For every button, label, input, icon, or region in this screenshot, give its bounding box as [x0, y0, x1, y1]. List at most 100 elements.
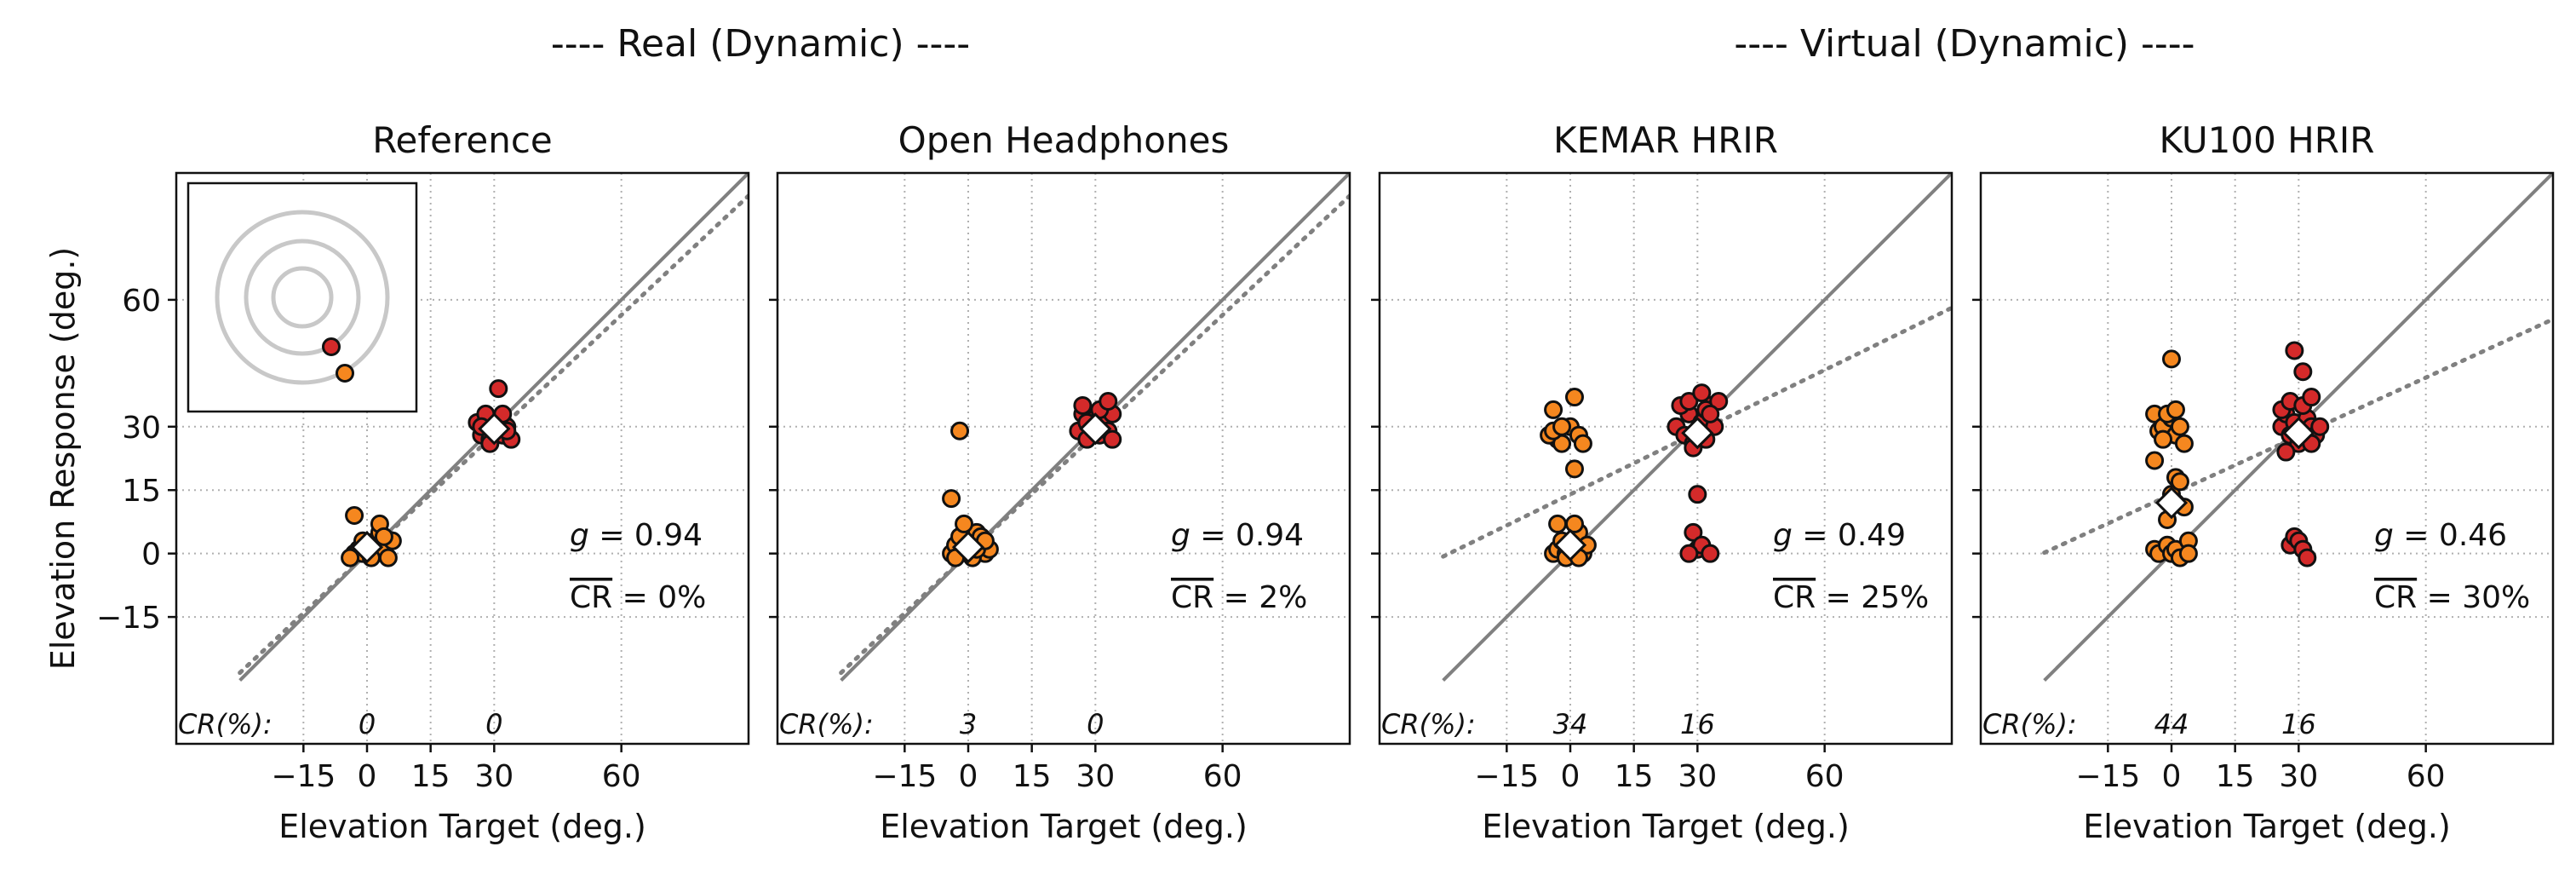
cr-mean-label: CR = 25%	[1773, 580, 1929, 615]
panel-title: Open Headphones	[898, 119, 1230, 161]
data-point	[1701, 404, 1720, 423]
plot-area	[1981, 173, 2553, 744]
data-point	[2170, 472, 2189, 492]
cr-value: 34	[1553, 708, 1588, 740]
x-tick-label: −15	[271, 759, 336, 794]
data-point	[489, 379, 508, 399]
axes-frame	[1378, 171, 1954, 746]
data-point	[374, 527, 393, 546]
axes-frame	[175, 171, 750, 746]
x-axis-label: Elevation Target (deg.)	[2083, 808, 2451, 845]
x-tick-label: 30	[1678, 759, 1717, 794]
axes-frame	[776, 171, 1351, 746]
data-point	[1573, 434, 1592, 453]
data-point	[2285, 341, 2304, 360]
data-point	[1679, 392, 1699, 411]
y-tick-label: 30	[122, 411, 161, 446]
x-tick-label: 0	[959, 759, 978, 794]
cr-row-label: CR(%):	[1381, 708, 1476, 740]
x-tick-label: 60	[1805, 759, 1845, 794]
data-point	[2162, 349, 2181, 369]
data-point	[2145, 451, 2165, 470]
mean-marker	[350, 531, 384, 564]
data-point	[942, 489, 961, 509]
data-point	[2170, 417, 2189, 436]
panel-3: −15 0 15 30 60 KEMAR HRIR Elevation Target (de…	[1371, 119, 1954, 845]
data-point	[1701, 544, 1720, 563]
mean-marker	[1681, 417, 1714, 450]
x-tick-label: 60	[602, 759, 641, 794]
axes-frame	[1979, 171, 2555, 746]
data-point	[1544, 400, 1563, 419]
y-tick-label: 0	[141, 538, 161, 573]
x-axis-label: Elevation Target (deg.)	[278, 808, 646, 845]
cr-value: 16	[1680, 708, 1715, 740]
mean-marker	[2282, 417, 2315, 450]
cr-mean-label: CR = 2%	[1171, 580, 1307, 615]
x-tick-label: 60	[2407, 759, 2446, 794]
x-tick-label: 15	[411, 759, 450, 794]
x-tick-label: 15	[1615, 759, 1654, 794]
x-tick-label: 0	[2162, 759, 2182, 794]
cr-value: 0	[359, 708, 376, 740]
data-point	[2293, 362, 2313, 382]
y-tick-label: −15	[96, 601, 161, 636]
x-tick-label: −15	[1474, 759, 1539, 794]
mean-marker	[951, 531, 985, 564]
data-point	[1688, 485, 1707, 504]
data-point	[1552, 417, 1572, 436]
inset-point-0	[336, 364, 354, 383]
panel-title: Reference	[372, 119, 553, 161]
cr-row-label: CR(%):	[1982, 708, 2077, 740]
inset-ring	[271, 266, 334, 329]
gain-label: g = 0.94	[570, 518, 703, 553]
data-point	[345, 506, 364, 525]
data-point	[1692, 383, 1712, 403]
data-point	[2174, 434, 2194, 453]
x-tick-label: 30	[2279, 759, 2318, 794]
data-point	[955, 514, 974, 533]
plot-area	[176, 173, 749, 744]
x-tick-label: −15	[872, 759, 937, 794]
gain-label: g = 0.94	[1171, 518, 1304, 553]
x-tick-label: 30	[1076, 759, 1115, 794]
plot-area	[1380, 173, 1952, 744]
x-tick-label: 60	[1203, 759, 1242, 794]
cr-row-label: CR(%):	[779, 708, 874, 740]
data-point	[2166, 400, 2185, 419]
data-point	[950, 421, 970, 440]
data-point	[378, 548, 398, 567]
cr-value: 0	[485, 708, 502, 740]
inset-frame	[186, 181, 418, 413]
panel-1: −15 0 15 30 60 −15 0 15 30 60 Reference Elevation T…	[44, 119, 750, 845]
mean-marker	[1079, 412, 1112, 446]
cr-row-label: CR(%):	[178, 708, 273, 740]
data-point	[1564, 514, 1584, 533]
fit-line	[1441, 305, 1952, 559]
cr-value: 44	[2154, 708, 2189, 740]
panel-title: KU100 HRIR	[2159, 119, 2374, 161]
data-point	[1099, 392, 1118, 411]
x-tick-label: 15	[2216, 759, 2255, 794]
data-point	[2302, 388, 2321, 407]
y-tick-label: 15	[122, 474, 161, 509]
data-point	[2178, 544, 2198, 563]
data-point	[1548, 514, 1568, 533]
mean-marker	[1553, 528, 1587, 561]
group-title-real: ---- Real (Dynamic) ----	[550, 22, 971, 66]
data-point	[2298, 548, 2317, 567]
data-point	[1564, 388, 1584, 407]
x-tick-label: 0	[1561, 759, 1581, 794]
data-point	[1709, 392, 1729, 411]
gain-label: g = 0.46	[2374, 518, 2507, 553]
group-title-virtual: ---- Virtual (Dynamic) ----	[1734, 22, 2195, 66]
panel-4: −15 0 15 30 60 KU100 HRIR Elevation Target (de…	[1972, 119, 2555, 845]
panel-title: KEMAR HRIR	[1553, 119, 1778, 161]
x-tick-label: 15	[1013, 759, 1052, 794]
cr-value: 0	[1087, 708, 1104, 740]
mean-marker	[2154, 486, 2189, 520]
data-point	[1684, 522, 1703, 542]
